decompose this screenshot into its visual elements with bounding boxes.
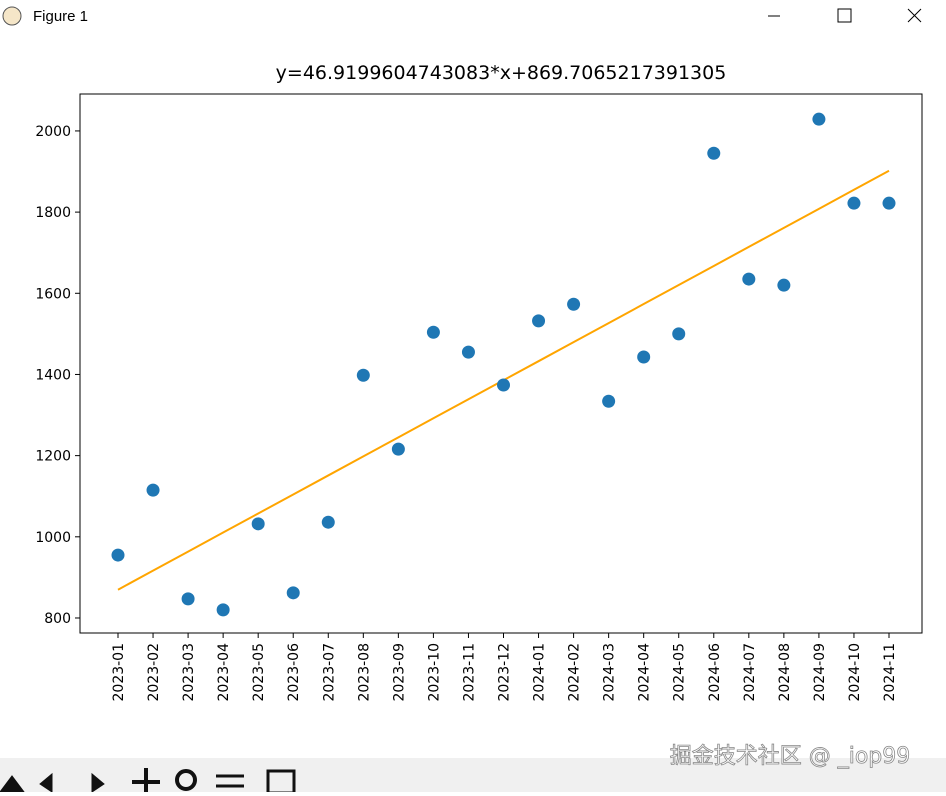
data-point <box>286 586 300 600</box>
data-point <box>707 146 721 160</box>
data-point <box>882 196 896 210</box>
x-tick-label: 2024-08 <box>777 643 793 702</box>
x-tick-label: 2024-07 <box>742 643 758 702</box>
y-tick-label: 1400 <box>35 367 71 383</box>
data-point <box>461 345 475 359</box>
forward-button[interactable] <box>91 772 105 793</box>
x-tick-label: 2023-01 <box>111 643 127 702</box>
zoom-button[interactable] <box>175 769 197 791</box>
x-tick-label: 2024-02 <box>567 643 583 702</box>
x-tick-label: 2023-08 <box>356 643 372 702</box>
x-tick-label: 2024-06 <box>707 643 723 702</box>
y-tick-label: 800 <box>44 611 71 627</box>
data-point <box>251 517 265 531</box>
data-point <box>637 350 651 364</box>
toolbar <box>0 758 946 792</box>
data-point <box>532 314 546 328</box>
x-tick-label: 2024-04 <box>637 643 653 702</box>
x-tick-label: 2023-07 <box>321 643 337 702</box>
x-tick-label: 2024-01 <box>532 643 548 702</box>
y-tick-label: 2000 <box>35 124 71 140</box>
x-tick-label: 2023-04 <box>216 643 232 702</box>
plot-frame <box>79 93 923 634</box>
title-bar <box>0 0 946 36</box>
data-point <box>847 196 861 210</box>
y-tick-label: 1000 <box>35 530 71 546</box>
data-point <box>426 325 440 339</box>
back-button[interactable] <box>39 772 53 793</box>
x-tick-label: 2023-02 <box>146 643 162 702</box>
x-tick-label: 2024-11 <box>882 643 898 702</box>
x-tick-label: 2023-12 <box>497 643 513 702</box>
data-point <box>602 394 616 408</box>
x-tick-label: 2023-11 <box>461 643 477 702</box>
x-tick-label: 2024-10 <box>847 643 863 702</box>
y-tick-label: 1800 <box>35 205 71 221</box>
x-tick-label: 2023-03 <box>181 643 197 702</box>
window-title: Figure 1 <box>33 8 88 25</box>
app-icon <box>2 6 22 26</box>
y-tick-label: 1200 <box>35 449 71 465</box>
x-tick-label: 2024-03 <box>602 643 618 702</box>
data-point <box>497 378 510 392</box>
y-tick-label: 1600 <box>35 286 71 302</box>
pan-button[interactable] <box>132 768 160 792</box>
x-tick-label: 2023-10 <box>426 643 442 702</box>
data-point <box>567 297 581 311</box>
data-point <box>321 515 335 529</box>
toolbar-icons <box>0 768 296 795</box>
x-tick-label: 2023-09 <box>391 643 407 702</box>
data-point <box>146 483 160 497</box>
data-point <box>216 603 230 617</box>
chart-title: y=46.9199604743083*x+869.7065217391305 <box>276 62 727 84</box>
data-point <box>391 442 405 456</box>
x-tick-label: 2024-05 <box>672 643 688 702</box>
data-point <box>672 327 686 341</box>
data-point <box>111 548 125 562</box>
data-point <box>742 272 756 286</box>
data-point <box>777 278 791 292</box>
configure-button[interactable] <box>216 774 244 788</box>
watermark: 掘金技术社区 @ _iop99 <box>670 744 911 769</box>
x-tick-label: 2023-05 <box>251 643 267 702</box>
x-tick-label: 2024-09 <box>812 643 828 702</box>
x-tick-label: 2023-06 <box>286 643 302 702</box>
data-point <box>356 368 370 382</box>
close-button[interactable] <box>907 8 922 23</box>
data-point <box>812 112 826 126</box>
maximize-button[interactable] <box>837 8 852 23</box>
data-point <box>181 592 195 606</box>
